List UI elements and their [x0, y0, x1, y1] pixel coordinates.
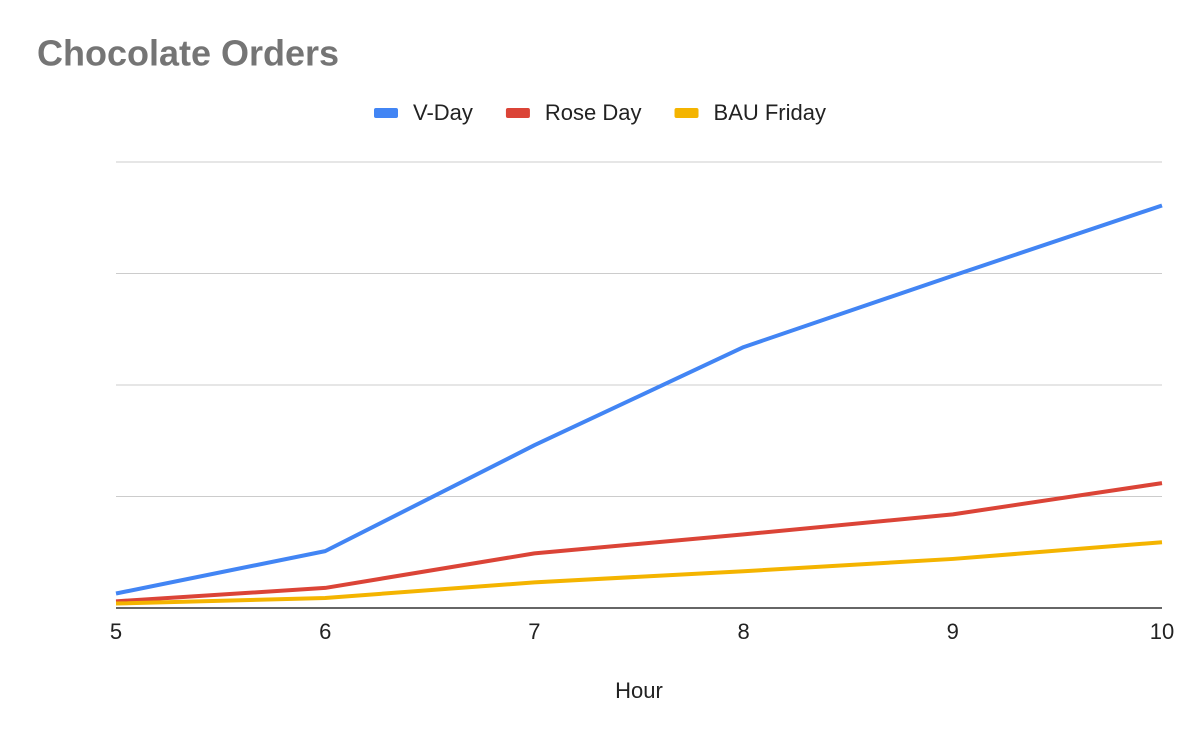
series-line [115, 203, 1163, 596]
legend-label: V-Day [413, 100, 473, 125]
x-axis-label: Hour [615, 678, 663, 703]
x-tick-label: 5 [110, 619, 122, 644]
series-line [115, 540, 1163, 606]
x-tick-label: 7 [528, 619, 540, 644]
x-tick-label: 6 [319, 619, 331, 644]
legend-swatch [505, 108, 530, 118]
x-tick-label: 8 [737, 619, 749, 644]
x-tick-label: 9 [947, 619, 959, 644]
legend-swatch [674, 108, 699, 118]
legend-label: Rose Day [545, 100, 642, 125]
legend-label: BAU Friday [714, 100, 826, 125]
x-tick-label: 10 [1150, 619, 1174, 644]
chart-title: Chocolate Orders [37, 33, 339, 74]
series-line [115, 481, 1163, 604]
legend: V-Day Rose Day BAU Friday [374, 100, 826, 125]
legend-swatch [374, 108, 398, 118]
